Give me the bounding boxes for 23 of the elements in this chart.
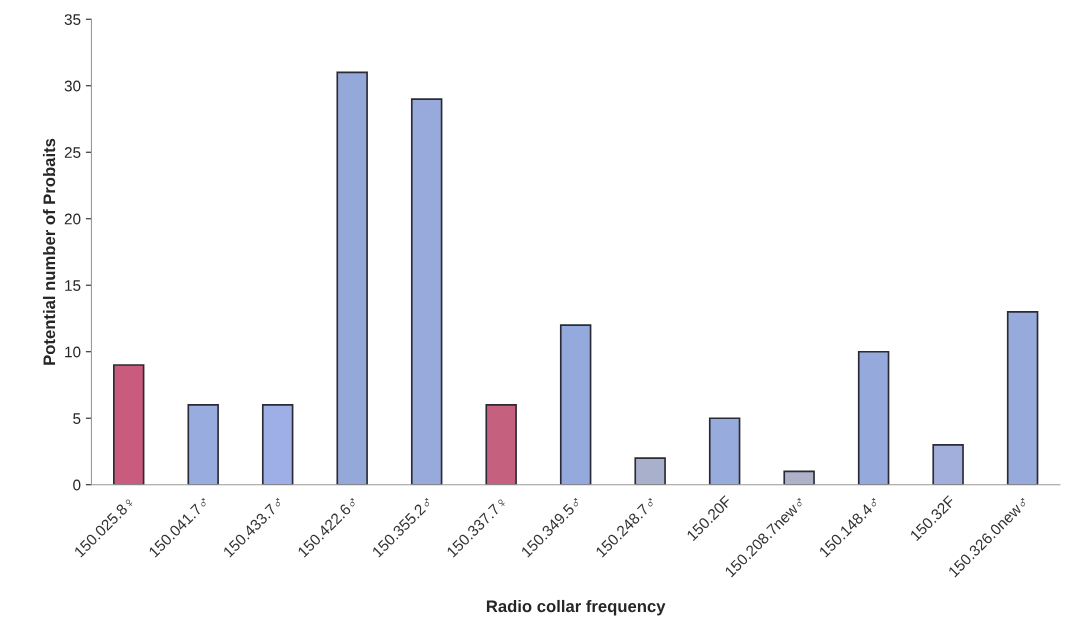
bar — [336, 71, 368, 485]
bar — [261, 404, 294, 485]
bar — [410, 98, 443, 485]
y-tick-label: 0 — [73, 479, 81, 491]
bar — [187, 404, 219, 485]
x-axis-title: Radio collar frequency — [486, 599, 666, 616]
bar — [708, 417, 741, 485]
bar — [634, 457, 666, 485]
bar — [857, 350, 890, 485]
y-tick-label: 35 — [64, 14, 81, 25]
y-tick-label: 15 — [65, 280, 81, 291]
bar — [783, 470, 815, 485]
bar — [559, 324, 592, 485]
y-tick-label: 10 — [65, 346, 81, 358]
y-tick-label: 20 — [64, 213, 81, 225]
y-tick-label: 25 — [64, 147, 81, 158]
y-tick-label: 30 — [64, 80, 81, 92]
y-tick-label: 5 — [73, 413, 81, 424]
bar — [1006, 310, 1039, 485]
bar — [112, 364, 145, 485]
bar — [485, 404, 517, 485]
y-axis-title: Potential number of Probaits — [42, 138, 56, 365]
bar — [932, 443, 964, 485]
